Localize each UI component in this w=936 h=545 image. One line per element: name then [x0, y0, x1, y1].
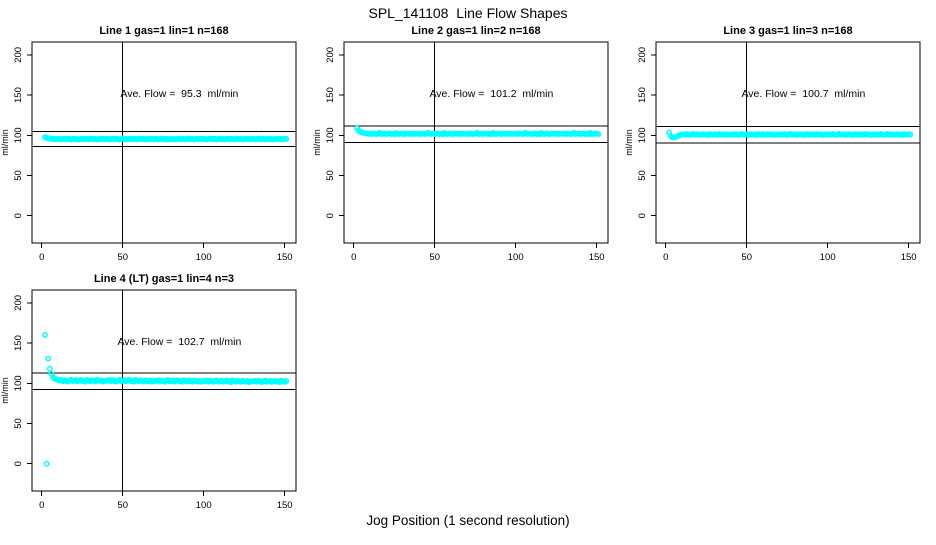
y-axis-unit-label: ml/min	[624, 129, 634, 156]
y-tick-label: 200	[13, 295, 24, 311]
data-point	[283, 378, 290, 385]
y-tick-label: 150	[325, 87, 336, 103]
y-tick-label: 50	[13, 418, 24, 429]
data-point	[595, 131, 602, 138]
y-tick-label: 200	[325, 47, 336, 63]
y-tick-label: 150	[637, 87, 648, 103]
y-tick-label: 50	[325, 170, 336, 181]
y-axis-unit-label: ml/min	[312, 129, 322, 156]
panel-title: Line 3 gas=1 lin=3 n=168	[723, 25, 852, 37]
y-tick-label: 50	[637, 170, 648, 181]
average-flow-annotation: Ave. Flow = 102.7 ml/min	[117, 336, 241, 348]
data-point	[45, 355, 52, 362]
y-tick-label: 0	[13, 213, 24, 218]
y-axis-unit-label: ml/min	[0, 129, 10, 156]
x-tick-label: 150	[901, 252, 917, 263]
data-points	[42, 134, 290, 143]
plot-box	[31, 41, 297, 244]
y-tick-label: 0	[325, 213, 336, 218]
x-tick-label: 0	[39, 252, 44, 263]
data-point	[43, 460, 50, 467]
data-points	[354, 125, 602, 138]
x-tick-label: 50	[429, 252, 440, 263]
y-tick-label: 100	[637, 127, 648, 143]
x-tick-label: 100	[508, 252, 524, 263]
x-tick-label: 0	[351, 252, 356, 263]
y-tick-label: 100	[325, 127, 336, 143]
y-tick-label: 100	[13, 375, 24, 391]
plot-box	[31, 289, 297, 492]
x-tick-label: 100	[196, 252, 212, 263]
data-points	[42, 332, 290, 467]
x-tick-label: 100	[196, 500, 212, 511]
figure-title: SPL_141108 Line Flow Shapes	[369, 5, 568, 21]
data-point	[42, 332, 48, 338]
y-tick-label: 150	[13, 87, 24, 103]
figure-x-axis-label: Jog Position (1 second resolution)	[366, 513, 569, 528]
data-point	[283, 135, 290, 142]
x-tick-label: 50	[741, 252, 752, 263]
average-flow-annotation: Ave. Flow = 95.3 ml/min	[120, 88, 238, 100]
panel-3: 0 50 100 150 0 50 100 150 200 ml/min Line 3 gas=1 …	[624, 25, 921, 263]
average-flow-annotation: Ave. Flow = 100.7 ml/min	[741, 88, 865, 100]
panel-1: 0 50 100 150 0 50 100 150 200 ml/min Line 1 gas=1 …	[0, 25, 297, 263]
data-point	[907, 131, 914, 138]
x-tick-label: 150	[277, 500, 293, 511]
data-point	[46, 365, 53, 372]
panel-title: Line 2 gas=1 lin=2 n=168	[411, 25, 540, 37]
panel-2: 0 50 100 150 0 50 100 150 200 ml/min Line 2 gas=1 …	[312, 25, 609, 263]
y-tick-label: 0	[637, 213, 648, 218]
x-tick-label: 50	[117, 252, 128, 263]
data-points	[666, 129, 914, 141]
panel-title: Line 1 gas=1 lin=1 n=168	[99, 25, 228, 37]
x-tick-label: 0	[39, 500, 44, 511]
y-tick-label: 150	[13, 335, 24, 351]
x-tick-label: 100	[820, 252, 836, 263]
panel-4: 0 50 100 150 0 50 100 150 200 ml/min Line 4 (LT) g…	[0, 273, 297, 511]
y-tick-label: 200	[13, 47, 24, 63]
panel-title: Line 4 (LT) gas=1 lin=4 n=3	[94, 273, 234, 285]
y-axis-unit-label: ml/min	[0, 377, 10, 404]
panels-container: 0 50 100 150 0 50 100 150 200 ml/min Line 1 gas=1 …	[0, 25, 921, 511]
y-tick-label: 200	[637, 47, 648, 63]
x-tick-label: 150	[277, 252, 293, 263]
x-tick-label: 0	[663, 252, 668, 263]
y-tick-label: 100	[13, 127, 24, 143]
x-tick-label: 50	[117, 500, 128, 511]
y-tick-label: 50	[13, 170, 24, 181]
average-flow-annotation: Ave. Flow = 101.2 ml/min	[429, 88, 553, 100]
x-tick-label: 150	[589, 252, 605, 263]
y-tick-label: 0	[13, 461, 24, 466]
